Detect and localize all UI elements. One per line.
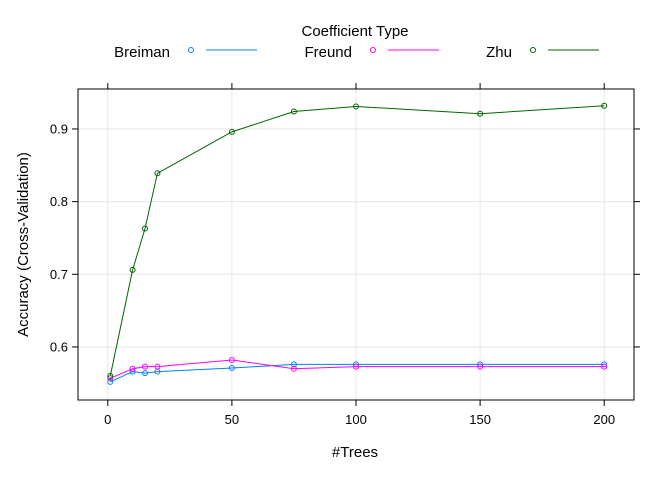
series-layer bbox=[107, 102, 608, 385]
data-point-zhu bbox=[601, 102, 608, 109]
x-tick-label: 0 bbox=[104, 412, 111, 427]
x-tick-label: 50 bbox=[225, 412, 239, 427]
series-line-freund bbox=[110, 359, 605, 379]
legend-title: Coefficient Type bbox=[301, 23, 408, 40]
legend-label-zhu: Zhu bbox=[486, 44, 512, 61]
data-point-zhu bbox=[290, 108, 297, 115]
legend: Coefficient Type Breiman Freund Zhu bbox=[114, 23, 599, 61]
x-tick-label: 150 bbox=[469, 412, 491, 427]
y-axis-label: Accuracy (Cross-Validation) bbox=[15, 152, 32, 337]
data-point-freund bbox=[477, 363, 484, 370]
data-point-freund bbox=[154, 363, 161, 370]
legend-item-freund: Freund bbox=[304, 44, 439, 61]
series-freund bbox=[107, 357, 608, 382]
data-point-zhu bbox=[353, 103, 359, 110]
data-point-zhu bbox=[228, 128, 235, 135]
y-tick-label: 0.8 bbox=[50, 194, 68, 209]
y-tick-label: 0.6 bbox=[50, 339, 68, 354]
x-tick-label: 200 bbox=[593, 412, 615, 427]
legend-label-freund: Freund bbox=[304, 44, 352, 61]
data-point-freund bbox=[290, 365, 297, 372]
legend-item-breiman: Breiman bbox=[114, 44, 257, 61]
data-point-breiman bbox=[228, 365, 235, 372]
data-point-zhu bbox=[142, 225, 149, 232]
x-axis-label: #Trees bbox=[332, 444, 378, 461]
data-point-zhu bbox=[129, 266, 136, 273]
data-point-breiman bbox=[107, 378, 114, 385]
y-tick-label: 0.7 bbox=[50, 267, 68, 282]
data-point-freund bbox=[601, 363, 608, 370]
series-zhu bbox=[107, 102, 608, 380]
legend-marker-zhu bbox=[530, 47, 536, 53]
data-point-zhu bbox=[107, 373, 114, 380]
gridlines bbox=[78, 89, 634, 400]
data-point-freund bbox=[129, 365, 136, 372]
legend-marker-breiman bbox=[188, 47, 194, 53]
data-point-zhu bbox=[154, 170, 161, 177]
legend-marker-freund bbox=[370, 47, 376, 53]
y-tick-label: 0.9 bbox=[50, 121, 68, 136]
series-line-breiman bbox=[110, 363, 605, 383]
legend-label-breiman: Breiman bbox=[114, 44, 170, 61]
data-point-breiman bbox=[290, 361, 297, 368]
series-line-zhu bbox=[109, 105, 605, 377]
axes: 0 50 100 150 200 0.6 0.7 0.8 0.9 bbox=[50, 83, 640, 427]
data-point-zhu bbox=[477, 110, 484, 117]
legend-item-zhu: Zhu bbox=[486, 44, 599, 61]
series-breiman bbox=[107, 361, 608, 385]
x-tick-label: 100 bbox=[345, 412, 367, 427]
data-point-freund bbox=[228, 357, 235, 364]
data-point-breiman bbox=[142, 370, 149, 377]
data-point-freund bbox=[142, 363, 149, 370]
data-point-freund bbox=[353, 363, 359, 370]
